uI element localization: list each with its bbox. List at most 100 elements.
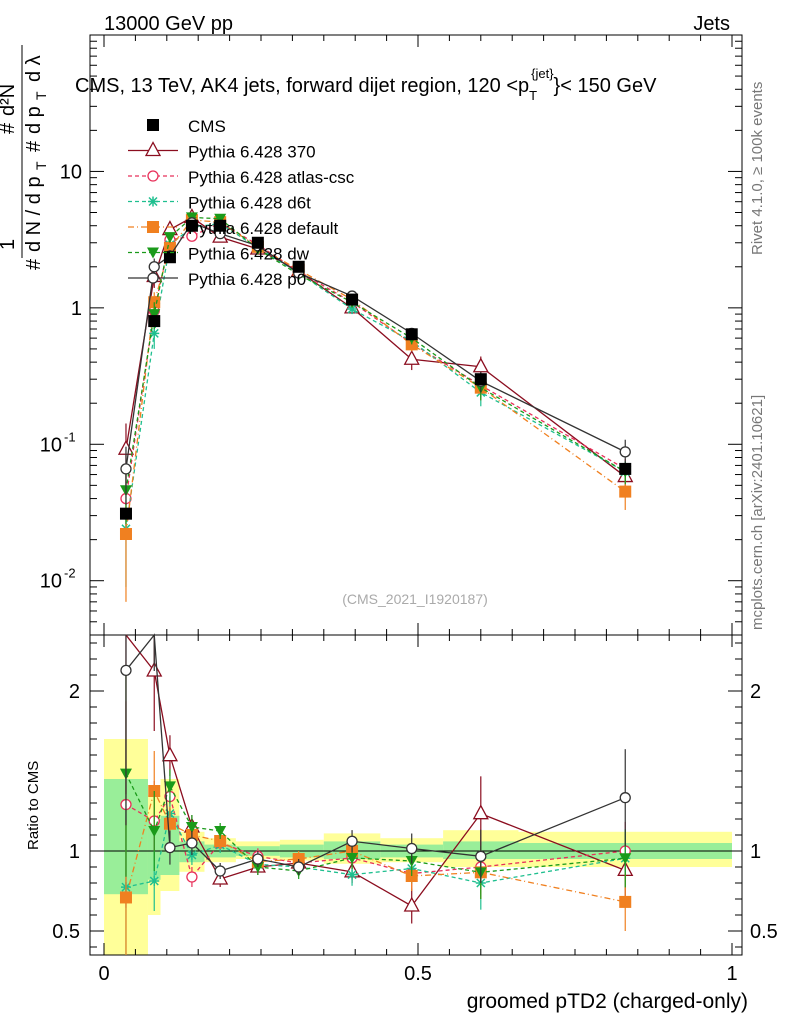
series-atlas [120,217,631,540]
series-line-atlas [125,222,626,499]
svg-text:#: # [23,258,45,270]
legend-label-atlas: Pythia 6.428 atlas-csc [188,168,355,187]
plot-title-main: CMS, 13 TeV, AK4 jets, forward dijet reg… [75,75,529,97]
ratio-point-default [163,817,176,830]
series-line-default [125,219,626,535]
header-category: Jets [693,13,730,35]
point-cms [405,328,418,341]
point-cms [163,251,176,264]
ratio-series-atlas [120,701,631,908]
point-d6t [149,328,160,339]
svg-text:1: 1 [0,239,19,250]
ratio-point-p0 [475,850,487,862]
ratio-line-atlas [125,794,626,879]
y-tick-label: 10 [40,571,62,593]
ratio-point-dw [214,826,227,837]
point-p0 [148,261,160,273]
plot-title-sup: {jet} [531,66,554,81]
y-tick-label: 1 [71,298,82,320]
point-cms [346,293,359,306]
main-series [117,208,634,602]
svg-text:d N / d p: d N / d p [23,176,45,252]
legend-marker-p0 [147,272,159,284]
x-axis-label: groomed pTD2 (charged-only) [467,990,748,1013]
legend-item-p0: Pythia 6.428 p0 [128,270,306,289]
point-cms [185,219,198,232]
legend-marker-CMS [147,119,159,131]
ratio-point-p370 [472,804,489,820]
ratio-point-p0 [293,861,305,873]
ratio-y-tick-label: 2 [69,681,80,703]
point-cms [119,507,132,520]
point-cms [148,315,161,328]
ratio-point-p0 [619,792,631,804]
y-tick-label: 10 [60,161,82,183]
mcplots-label: mcplots.cern.ch [arXiv:2401.10621] [749,395,766,630]
legend-marker-dw [147,247,159,259]
ratio-y-tick-label: 1 [69,841,80,863]
legend-label-dw: Pythia 6.428 dw [188,245,310,264]
x-tick-label: 1 [726,963,737,985]
y-axis-label-main: # d N / d p 1 T # d p # T d λ d²N [0,45,49,270]
point-default [619,485,632,498]
ratio-point-default [214,835,227,847]
ratio-point-p0 [164,841,176,854]
ratio-series-p0 [120,633,631,883]
point-cms [214,219,227,232]
ratio-point-dw [346,852,359,864]
y-axis-label-ratio: Ratio to CMS [25,761,42,850]
series-cms [119,219,632,520]
plot-frames [89,34,743,956]
ratio-point-dw [251,862,264,873]
svg-text:#: # [23,140,45,152]
legend-label-CMS: CMS [188,117,226,136]
svg-text:#: # [0,122,19,134]
svg-text:d λ: d λ [23,55,45,82]
point-dw [163,232,176,244]
legend-marker-default [147,221,159,233]
ratio-point-default [619,895,632,908]
ratio-point-atlas [186,871,198,883]
ratio-point-p370 [403,896,420,912]
legend-marker-d6t [148,196,158,207]
svg-text:T: T [33,161,49,170]
ratio-point-p0 [186,837,198,849]
ratio-point-p0 [120,664,132,677]
ratio-point-p0 [346,835,358,847]
x-tick-label: 0.5 [404,963,432,985]
ratio-y-tick-label-right: 0.5 [750,921,778,943]
y-tick-label-exp: -1 [64,429,76,444]
point-default [119,527,132,540]
point-cms [474,373,487,386]
legend-label-p0: Pythia 6.428 p0 [188,270,306,289]
ratio-point-p0 [252,853,264,865]
plot-title: CMS, 13 TeV, AK4 jets, forward dijet reg… [75,66,657,103]
plot-title-tail: }< 150 GeV [554,75,658,97]
point-p370 [403,349,420,365]
point-cms [251,236,264,249]
header-collision: 13000 GeV pp [104,13,233,35]
ratio-point-default [119,891,132,904]
legend-marker-atlas [147,170,159,182]
x-tick-label: 0 [98,963,109,985]
ratio-y-tick-label-right: 1 [750,841,761,863]
point-d6t [347,304,358,315]
rivet-label: Rivet 4.1.0, ≥ 100k events [749,82,766,255]
ratio-y-tick-label-right: 2 [750,681,761,703]
point-cms [292,260,305,273]
point-dw [148,309,161,321]
point-p370 [472,357,489,373]
ratio-point-dw [148,826,161,837]
ratio-point-p0 [214,865,226,877]
ratio-point-dw [185,822,198,833]
legend-item-default: Pythia 6.428 default [128,219,339,238]
ratio-point-p370 [161,746,179,762]
series-line-dw [125,216,626,491]
legend-item-atlas: Pythia 6.428 atlas-csc [128,168,355,187]
analysis-watermark: (CMS_2021_I1920187) [342,591,488,607]
point-dw [214,213,227,225]
plot-title-sub: T [529,88,537,103]
legend-item-p370: Pythia 6.428 370 [128,141,316,162]
ratio-point-p0 [406,842,418,855]
